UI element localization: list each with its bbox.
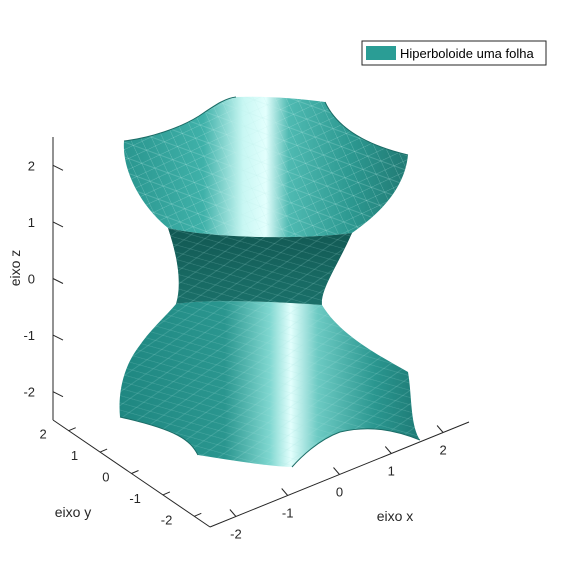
y-axis-tick-label: 0 [102, 470, 109, 485]
z-axis-label: eixo z [7, 250, 23, 287]
surface-bottom-rim [119, 416, 421, 468]
y-axis-tick-label: 2 [39, 427, 46, 442]
x-axis-tick [333, 467, 340, 475]
surface-waist-mesh [168, 228, 352, 305]
x-axis-label: eixo x [377, 508, 414, 524]
x-axis-tick [384, 446, 392, 454]
x-axis-tick-label: 1 [388, 464, 395, 479]
z-axis-tick-label: -2 [23, 385, 35, 400]
x-axis-tick [281, 488, 289, 496]
legend-entry: Hiperboloide uma folha [400, 46, 534, 61]
surface-top-mesh [123, 96, 408, 238]
x-axis-tick-label: 2 [439, 443, 446, 458]
y-axis-tick [162, 491, 171, 496]
x-axis-tick [436, 425, 444, 433]
y-axis-tick [68, 427, 76, 432]
axis-ticks: -2 -1 0 1 2 -2 -1 0 1 2 -2 -1 0 1 2 [23, 158, 446, 541]
z-axis-tick-label: 0 [28, 272, 35, 287]
surface-top-rim [123, 96, 409, 156]
z-axis-tick [52, 221, 64, 228]
z-axis-tick [52, 334, 64, 341]
y-axis-tick [131, 470, 139, 474]
y-axis-tick-label: -2 [161, 512, 173, 527]
surface-bottom-mesh [119, 301, 421, 467]
legend: Hiperboloide uma folha [361, 40, 547, 66]
z-axis-tick-label: 2 [28, 158, 35, 173]
y-axis-tick [194, 512, 202, 517]
hyperboloid-surface [119, 96, 421, 468]
z-axis-tick [52, 278, 64, 284]
z-axis-tick-label: 1 [28, 215, 35, 230]
y-axis-label: eixo y [55, 504, 92, 520]
x-axis-tick [229, 509, 237, 517]
x-axis-tick-label: -2 [230, 527, 242, 542]
y-axis-tick-label: -1 [129, 491, 141, 506]
legend-swatch [366, 46, 396, 60]
legend-box [361, 40, 547, 66]
x-axis-tick-label: 0 [336, 485, 343, 500]
z-axis-tick [52, 391, 64, 398]
x-axis-tick-label: -1 [282, 506, 294, 521]
z-axis-tick [52, 164, 64, 171]
z-axis-tick-label: -1 [23, 328, 35, 343]
y-axis-tick-label: 1 [71, 448, 78, 463]
y-axis-tick [99, 448, 108, 453]
